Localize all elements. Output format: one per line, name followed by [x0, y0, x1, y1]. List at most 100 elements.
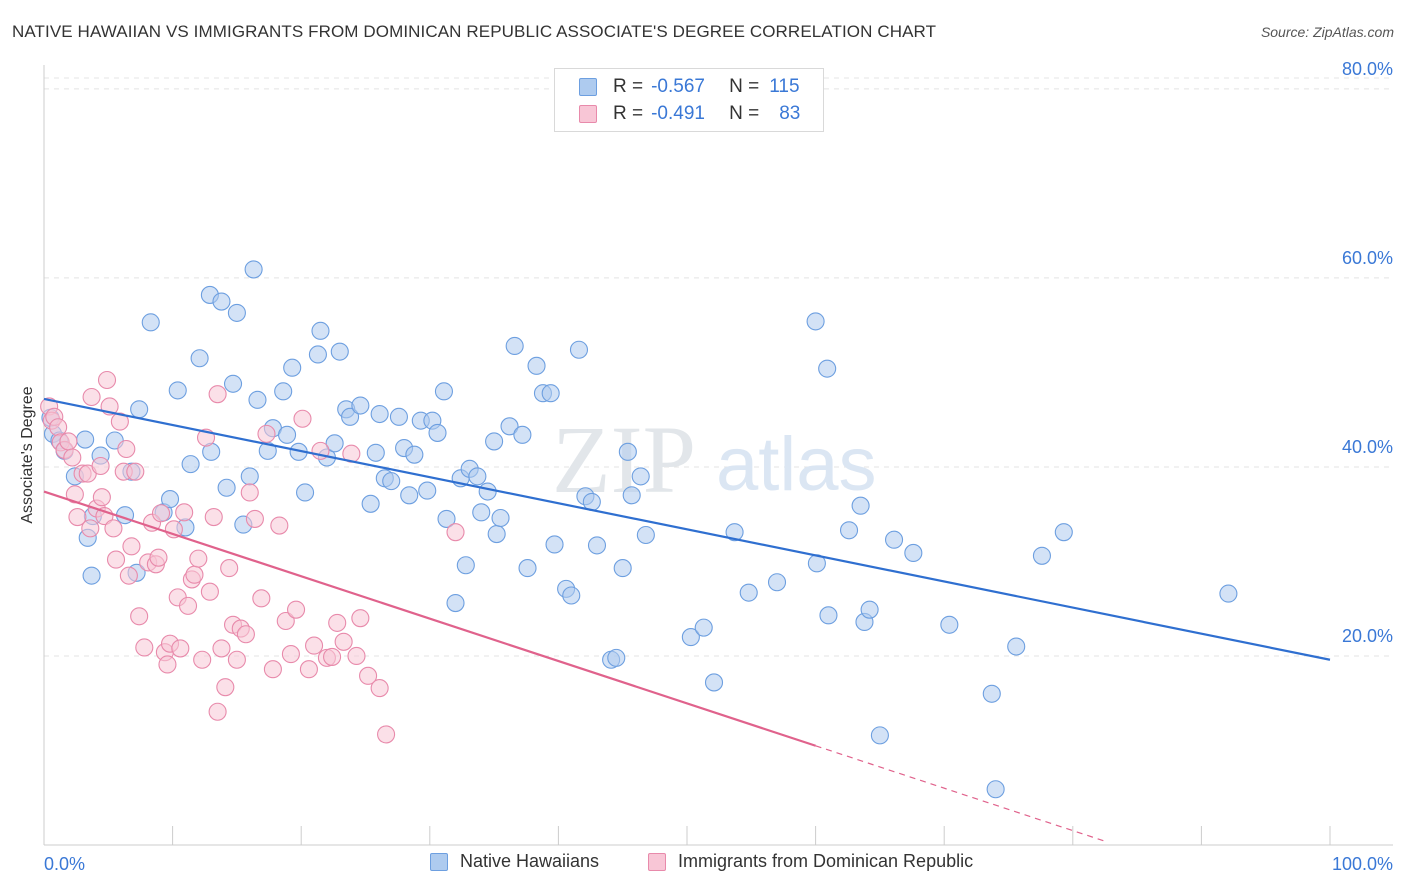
data-point	[122, 537, 141, 556]
data-point	[212, 292, 231, 311]
data-point	[767, 573, 787, 592]
n-label: N =	[729, 76, 760, 97]
data-point	[59, 432, 78, 451]
data-point	[63, 448, 82, 467]
data-point	[904, 543, 923, 563]
data-point	[545, 535, 564, 554]
data-point	[513, 425, 532, 444]
legend-label: Immigrants from Dominican Republic	[678, 851, 974, 871]
data-point	[370, 679, 389, 698]
data-point	[351, 396, 370, 415]
series-legend: Native Hawaiians Immigrants from Dominic…	[0, 851, 1406, 877]
stats-legend: R = -0.567 N = 115 R = -0.491 N = 83	[554, 68, 824, 132]
r-label: R =	[613, 76, 644, 97]
data-point	[208, 702, 227, 721]
data-point	[631, 467, 650, 486]
legend-item-native-hawaiians[interactable]: Native Hawaiians	[430, 851, 599, 872]
data-point	[382, 472, 401, 491]
legend-label: Native Hawaiians	[460, 851, 600, 871]
trend-line	[43, 397, 1331, 661]
legend-swatch-pink	[648, 852, 666, 871]
data-point	[485, 432, 504, 451]
data-point	[185, 565, 204, 584]
data-point	[216, 678, 235, 697]
data-point	[446, 593, 465, 613]
data-point	[274, 382, 293, 401]
data-point	[276, 611, 295, 631]
data-point	[283, 358, 302, 377]
data-point	[389, 407, 408, 426]
y-tick-label: 40.0%	[1342, 437, 1393, 457]
data-point	[171, 639, 190, 658]
data-point	[245, 509, 264, 528]
data-point	[361, 494, 380, 513]
data-point	[141, 313, 160, 332]
data-point	[281, 645, 300, 664]
data-point	[189, 549, 208, 568]
data-point	[1054, 523, 1073, 542]
data-point	[351, 609, 370, 628]
data-point	[106, 550, 126, 569]
data-point	[446, 523, 465, 542]
data-point	[81, 519, 100, 538]
y-tick-label: 60.0%	[1342, 248, 1393, 268]
data-point	[328, 613, 347, 632]
watermark-atlas: atlas	[716, 422, 877, 507]
data-point	[204, 507, 223, 527]
data-point	[1032, 546, 1051, 565]
data-point	[562, 586, 581, 605]
data-point	[884, 530, 904, 549]
data-point	[244, 260, 263, 279]
data-point	[434, 382, 453, 401]
data-point	[76, 430, 95, 449]
r-value: -0.491	[651, 103, 705, 124]
chart-title: NATIVE HAWAIIAN VS IMMIGRANTS FROM DOMIN…	[12, 22, 937, 41]
data-point	[870, 726, 889, 745]
data-point	[91, 456, 110, 476]
data-point	[117, 439, 136, 459]
data-point	[212, 639, 231, 658]
data-point	[704, 673, 724, 692]
data-point	[330, 342, 349, 361]
gridlines	[44, 77, 1393, 657]
data-point	[487, 525, 506, 544]
legend-swatch-blue	[430, 852, 448, 871]
data-point	[296, 483, 315, 502]
data-point	[618, 442, 637, 461]
data-point	[68, 507, 87, 527]
data-point	[263, 660, 282, 679]
data-point	[325, 434, 344, 453]
data-point	[456, 556, 475, 575]
data-point	[505, 336, 524, 356]
trend-line	[43, 490, 816, 747]
stats-row-dominican-republic: R = -0.491 N = 83	[579, 102, 800, 126]
data-point	[65, 485, 84, 504]
data-point	[126, 462, 145, 481]
data-point	[308, 345, 327, 364]
data-point	[681, 628, 700, 647]
data-point	[208, 385, 227, 404]
data-point	[694, 618, 713, 637]
data-point	[130, 607, 149, 626]
data-point	[405, 445, 424, 464]
legend-item-dominican-republic[interactable]: Immigrants from Dominican Republic	[648, 851, 973, 872]
data-point	[428, 423, 447, 442]
data-point	[806, 312, 825, 331]
data-point	[278, 425, 297, 444]
data-point	[541, 384, 560, 403]
data-point	[986, 780, 1005, 799]
data-point	[851, 496, 870, 515]
data-point	[248, 390, 267, 409]
data-point	[418, 481, 437, 500]
data-point	[366, 443, 385, 462]
data-point	[400, 486, 419, 505]
y-tick-label: 80.0%	[1342, 59, 1393, 79]
data-point	[110, 412, 129, 431]
data-point	[359, 666, 378, 685]
x-tick-label: 100.0%	[1332, 854, 1393, 874]
data-point	[257, 424, 276, 443]
data-point	[178, 596, 198, 615]
data-point	[168, 381, 187, 400]
series-native-hawaiians	[41, 260, 1238, 799]
